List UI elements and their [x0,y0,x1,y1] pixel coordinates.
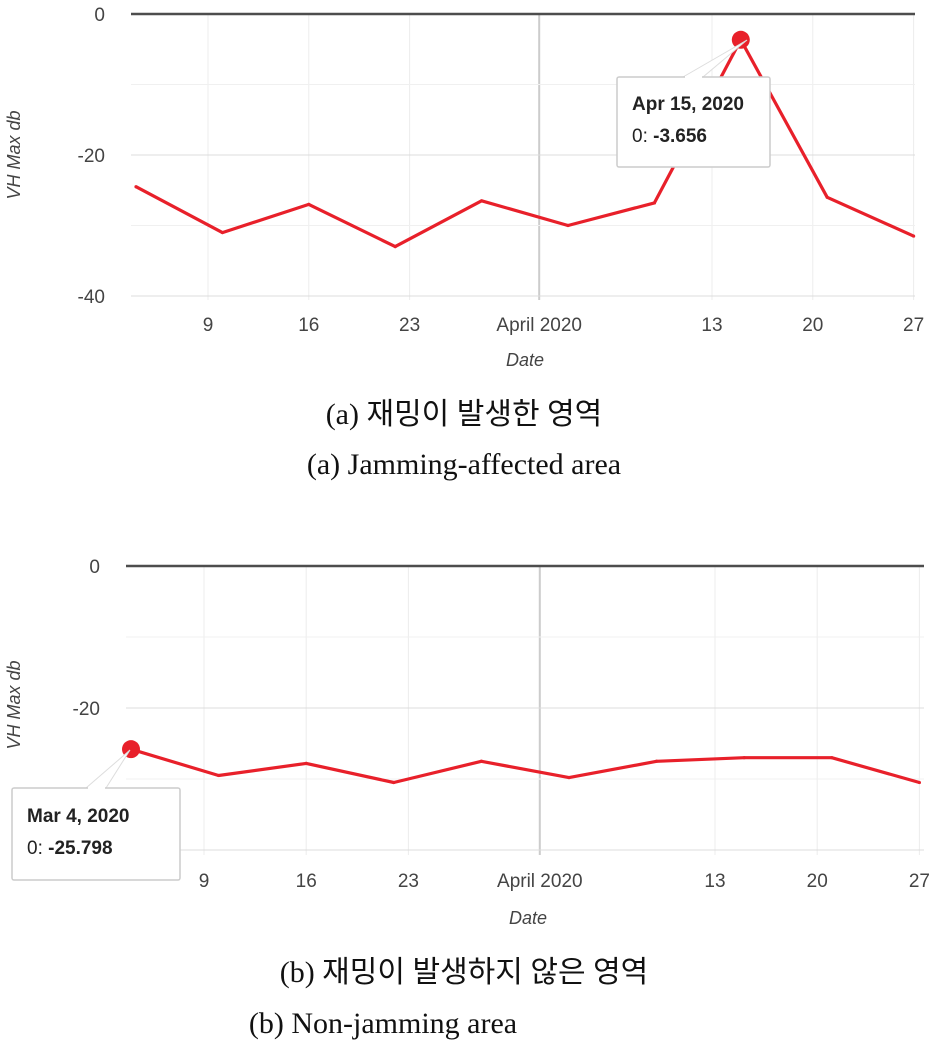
chart-a: VH Max db 0-20-40 9 16 23 April 2020 13 20 27 … [4,5,924,481]
x-tick-label: 13 [701,315,722,336]
y-tick-label: 0 [94,5,105,26]
data-point[interactable] [917,780,922,785]
x-tick-label: April 2020 [496,315,582,336]
x-tick-label: 27 [909,871,929,892]
data-point[interactable] [479,759,483,763]
data-point[interactable] [567,775,571,780]
caption-korean: (b) 재밍이 발생하지 않은 영역 [280,956,649,989]
x-axis-label: Date [506,350,544,370]
x-tick-label: 23 [398,871,419,892]
y-axis-label: VH Max db [4,110,24,199]
y-tick-label: 0 [89,557,100,578]
tooltip-value: 0: -25.798 [27,838,113,859]
data-point[interactable] [304,761,308,765]
x-tick-label: 20 [802,315,823,336]
data-point[interactable] [134,185,138,189]
x-tick-label: 16 [296,871,317,892]
x-tick-label: 27 [903,315,924,336]
x-tick-label: April 2020 [497,871,583,892]
caption-english: (a) Jamming-affected area [307,448,621,481]
horizontal-gridlines [126,564,924,851]
tooltip-value: 0: -3.656 [632,126,707,147]
x-tick-label: 13 [704,871,725,892]
tooltip-date: Apr 15, 2020 [632,94,744,115]
y-tick-label: -40 [78,287,105,308]
caption-english: (b) Non-jamming area [249,1007,517,1040]
vertical-gridlines [207,14,915,300]
x-tick-label: 16 [298,315,319,336]
vertical-gridlines [203,566,920,855]
data-point[interactable] [825,195,829,199]
caption-korean: (a) 재밍이 발생한 영역 [326,398,603,431]
data-point[interactable] [480,199,484,203]
x-tick-labels: 9 16 23 April 2020 13 20 27 [199,871,929,892]
series-path [130,747,920,785]
highlighted-point[interactable] [731,30,750,49]
data-point[interactable] [393,245,397,249]
x-tick-label: 9 [203,315,214,336]
data-point[interactable] [217,773,221,778]
data-point[interactable] [566,223,570,228]
y-tick-labels: 0 -20 -40 [78,5,105,308]
tooltip: Mar 4, 2020 0: -25.798 [11,749,181,881]
data-point[interactable] [655,759,659,763]
data-point[interactable] [307,202,311,206]
series-line [122,740,922,785]
tooltip: Apr 15, 2020 0: -3.656 [616,39,771,168]
x-axis-label: Date [509,908,547,928]
x-tick-labels: 9 16 23 April 2020 13 20 27 [203,315,924,336]
y-tick-label: -20 [73,699,100,720]
data-point[interactable] [830,756,834,760]
data-point[interactable] [652,201,657,205]
series-line [134,30,916,249]
data-point[interactable] [220,230,224,235]
data-point[interactable] [912,234,916,238]
data-point[interactable] [392,780,396,785]
series-path [135,38,915,249]
tooltip-date: Mar 4, 2020 [27,806,129,827]
horizontal-gridlines [131,12,915,297]
y-tick-label: -20 [78,146,105,167]
y-axis-label: VH Max db [4,660,24,749]
data-point[interactable] [742,756,746,760]
x-tick-label: 9 [199,871,210,892]
x-tick-label: 20 [807,871,828,892]
x-tick-label: 23 [399,315,420,336]
